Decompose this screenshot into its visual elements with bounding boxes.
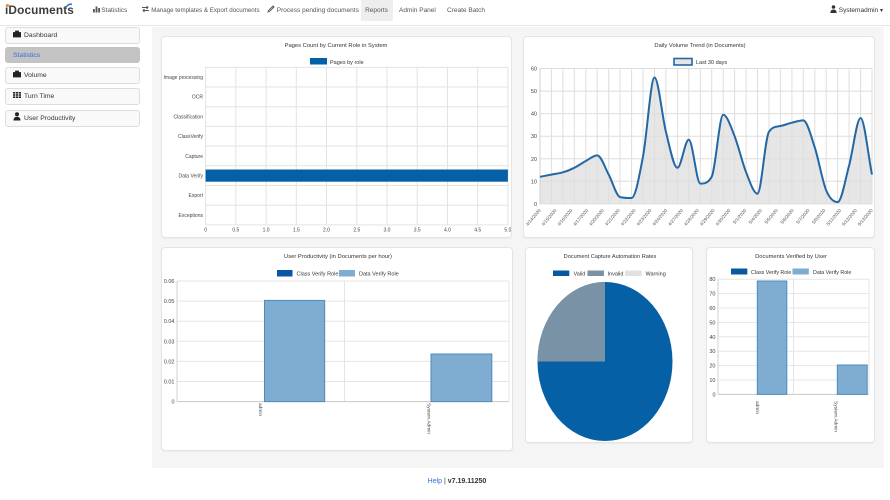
svg-text:0: 0 xyxy=(204,228,207,234)
svg-text:5/5/2020: 5/5/2020 xyxy=(764,208,780,225)
svg-text:1.5: 1.5 xyxy=(293,228,300,234)
svg-text:5/8/2020: 5/8/2020 xyxy=(811,208,827,225)
svg-text:Export: Export xyxy=(189,193,204,199)
svg-text:4.0: 4.0 xyxy=(444,228,451,234)
svg-text:0.01: 0.01 xyxy=(164,380,175,386)
svg-text:5.0: 5.0 xyxy=(504,228,511,234)
svg-text:40: 40 xyxy=(531,112,537,118)
svg-text:60: 60 xyxy=(531,67,537,73)
svg-text:30: 30 xyxy=(709,349,715,355)
svg-text:50: 50 xyxy=(531,89,537,95)
svg-text:0: 0 xyxy=(712,392,715,398)
svg-text:admin: admin xyxy=(257,403,263,416)
svg-text:10: 10 xyxy=(531,179,537,185)
svg-text:Image processing: Image processing xyxy=(164,75,204,81)
svg-text:4/23/2020: 4/23/2020 xyxy=(635,208,652,227)
svg-text:80: 80 xyxy=(709,277,715,283)
svg-text:Documents Verified by User: Documents Verified by User xyxy=(755,254,827,260)
svg-text:Class Verify Role: Class Verify Role xyxy=(751,270,791,276)
svg-text:5/6/2020: 5/6/2020 xyxy=(779,208,795,225)
svg-text:Capture: Capture xyxy=(185,154,203,160)
svg-text:User Productivity (in Document: User Productivity (in Documents per hour… xyxy=(284,254,392,260)
svg-text:3.5: 3.5 xyxy=(414,228,421,234)
svg-text:Exceptions: Exceptions xyxy=(179,213,204,219)
svg-text:20: 20 xyxy=(709,364,715,370)
svg-text:4/21/2020: 4/21/2020 xyxy=(604,208,621,227)
svg-text:1.0: 1.0 xyxy=(263,228,270,234)
svg-text:Invalid: Invalid xyxy=(608,272,624,278)
svg-text:10: 10 xyxy=(709,378,715,384)
svg-text:Class Verify Role: Class Verify Role xyxy=(297,272,339,278)
svg-text:4.5: 4.5 xyxy=(474,228,481,234)
svg-text:4/20/2020: 4/20/2020 xyxy=(588,208,605,227)
svg-text:5/1/2020: 5/1/2020 xyxy=(732,208,748,225)
svg-text:4/30/2020: 4/30/2020 xyxy=(714,208,731,227)
svg-text:Last 30 days: Last 30 days xyxy=(696,60,727,66)
svg-text:2.0: 2.0 xyxy=(323,228,330,234)
svg-text:Pages by role: Pages by role xyxy=(330,60,364,66)
svg-text:0.02: 0.02 xyxy=(164,359,175,365)
svg-text:0.03: 0.03 xyxy=(164,339,175,345)
svg-text:Data Verify Role: Data Verify Role xyxy=(359,272,399,278)
svg-text:0.04: 0.04 xyxy=(164,319,175,325)
svg-text:60: 60 xyxy=(709,306,715,312)
svg-text:20: 20 xyxy=(531,157,537,163)
svg-text:Warning: Warning xyxy=(646,272,666,278)
svg-text:3.0: 3.0 xyxy=(384,228,391,234)
svg-text:5/13/2020: 5/13/2020 xyxy=(857,208,874,227)
svg-text:Data Verify Role: Data Verify Role xyxy=(813,270,851,276)
svg-text:40: 40 xyxy=(709,335,715,341)
svg-text:ClassVerify: ClassVerify xyxy=(178,134,204,140)
svg-text:0: 0 xyxy=(534,202,537,208)
svg-text:5/4/2020: 5/4/2020 xyxy=(748,208,764,225)
svg-text:2.5: 2.5 xyxy=(353,228,360,234)
svg-text:50: 50 xyxy=(709,320,715,326)
svg-text:Document Capture Automation Ra: Document Capture Automation Rates xyxy=(564,254,657,260)
svg-text:0.5: 0.5 xyxy=(232,228,239,234)
svg-text:0.05: 0.05 xyxy=(164,299,175,305)
svg-text:Pages Count by Current Role in: Pages Count by Current Role in System xyxy=(285,43,388,49)
svg-text:admin: admin xyxy=(754,401,760,414)
svg-text:System.Admin: System.Admin xyxy=(833,401,839,432)
svg-text:Data Verify: Data Verify xyxy=(179,174,204,180)
svg-text:30: 30 xyxy=(531,134,537,140)
svg-text:Daily Volume Trend (in Documen: Daily Volume Trend (in Documents) xyxy=(654,43,745,49)
svg-text:System.Admin: System.Admin xyxy=(426,403,432,434)
svg-text:Valid: Valid xyxy=(574,272,586,278)
svg-text:0.06: 0.06 xyxy=(164,279,175,285)
svg-text:Classification: Classification xyxy=(174,114,204,120)
svg-text:70: 70 xyxy=(709,292,715,298)
svg-text:OCR: OCR xyxy=(192,95,204,101)
svg-text:5/7/2020: 5/7/2020 xyxy=(795,208,811,225)
svg-text:0: 0 xyxy=(171,400,174,406)
svg-text:5/12/2020: 5/12/2020 xyxy=(841,208,858,227)
